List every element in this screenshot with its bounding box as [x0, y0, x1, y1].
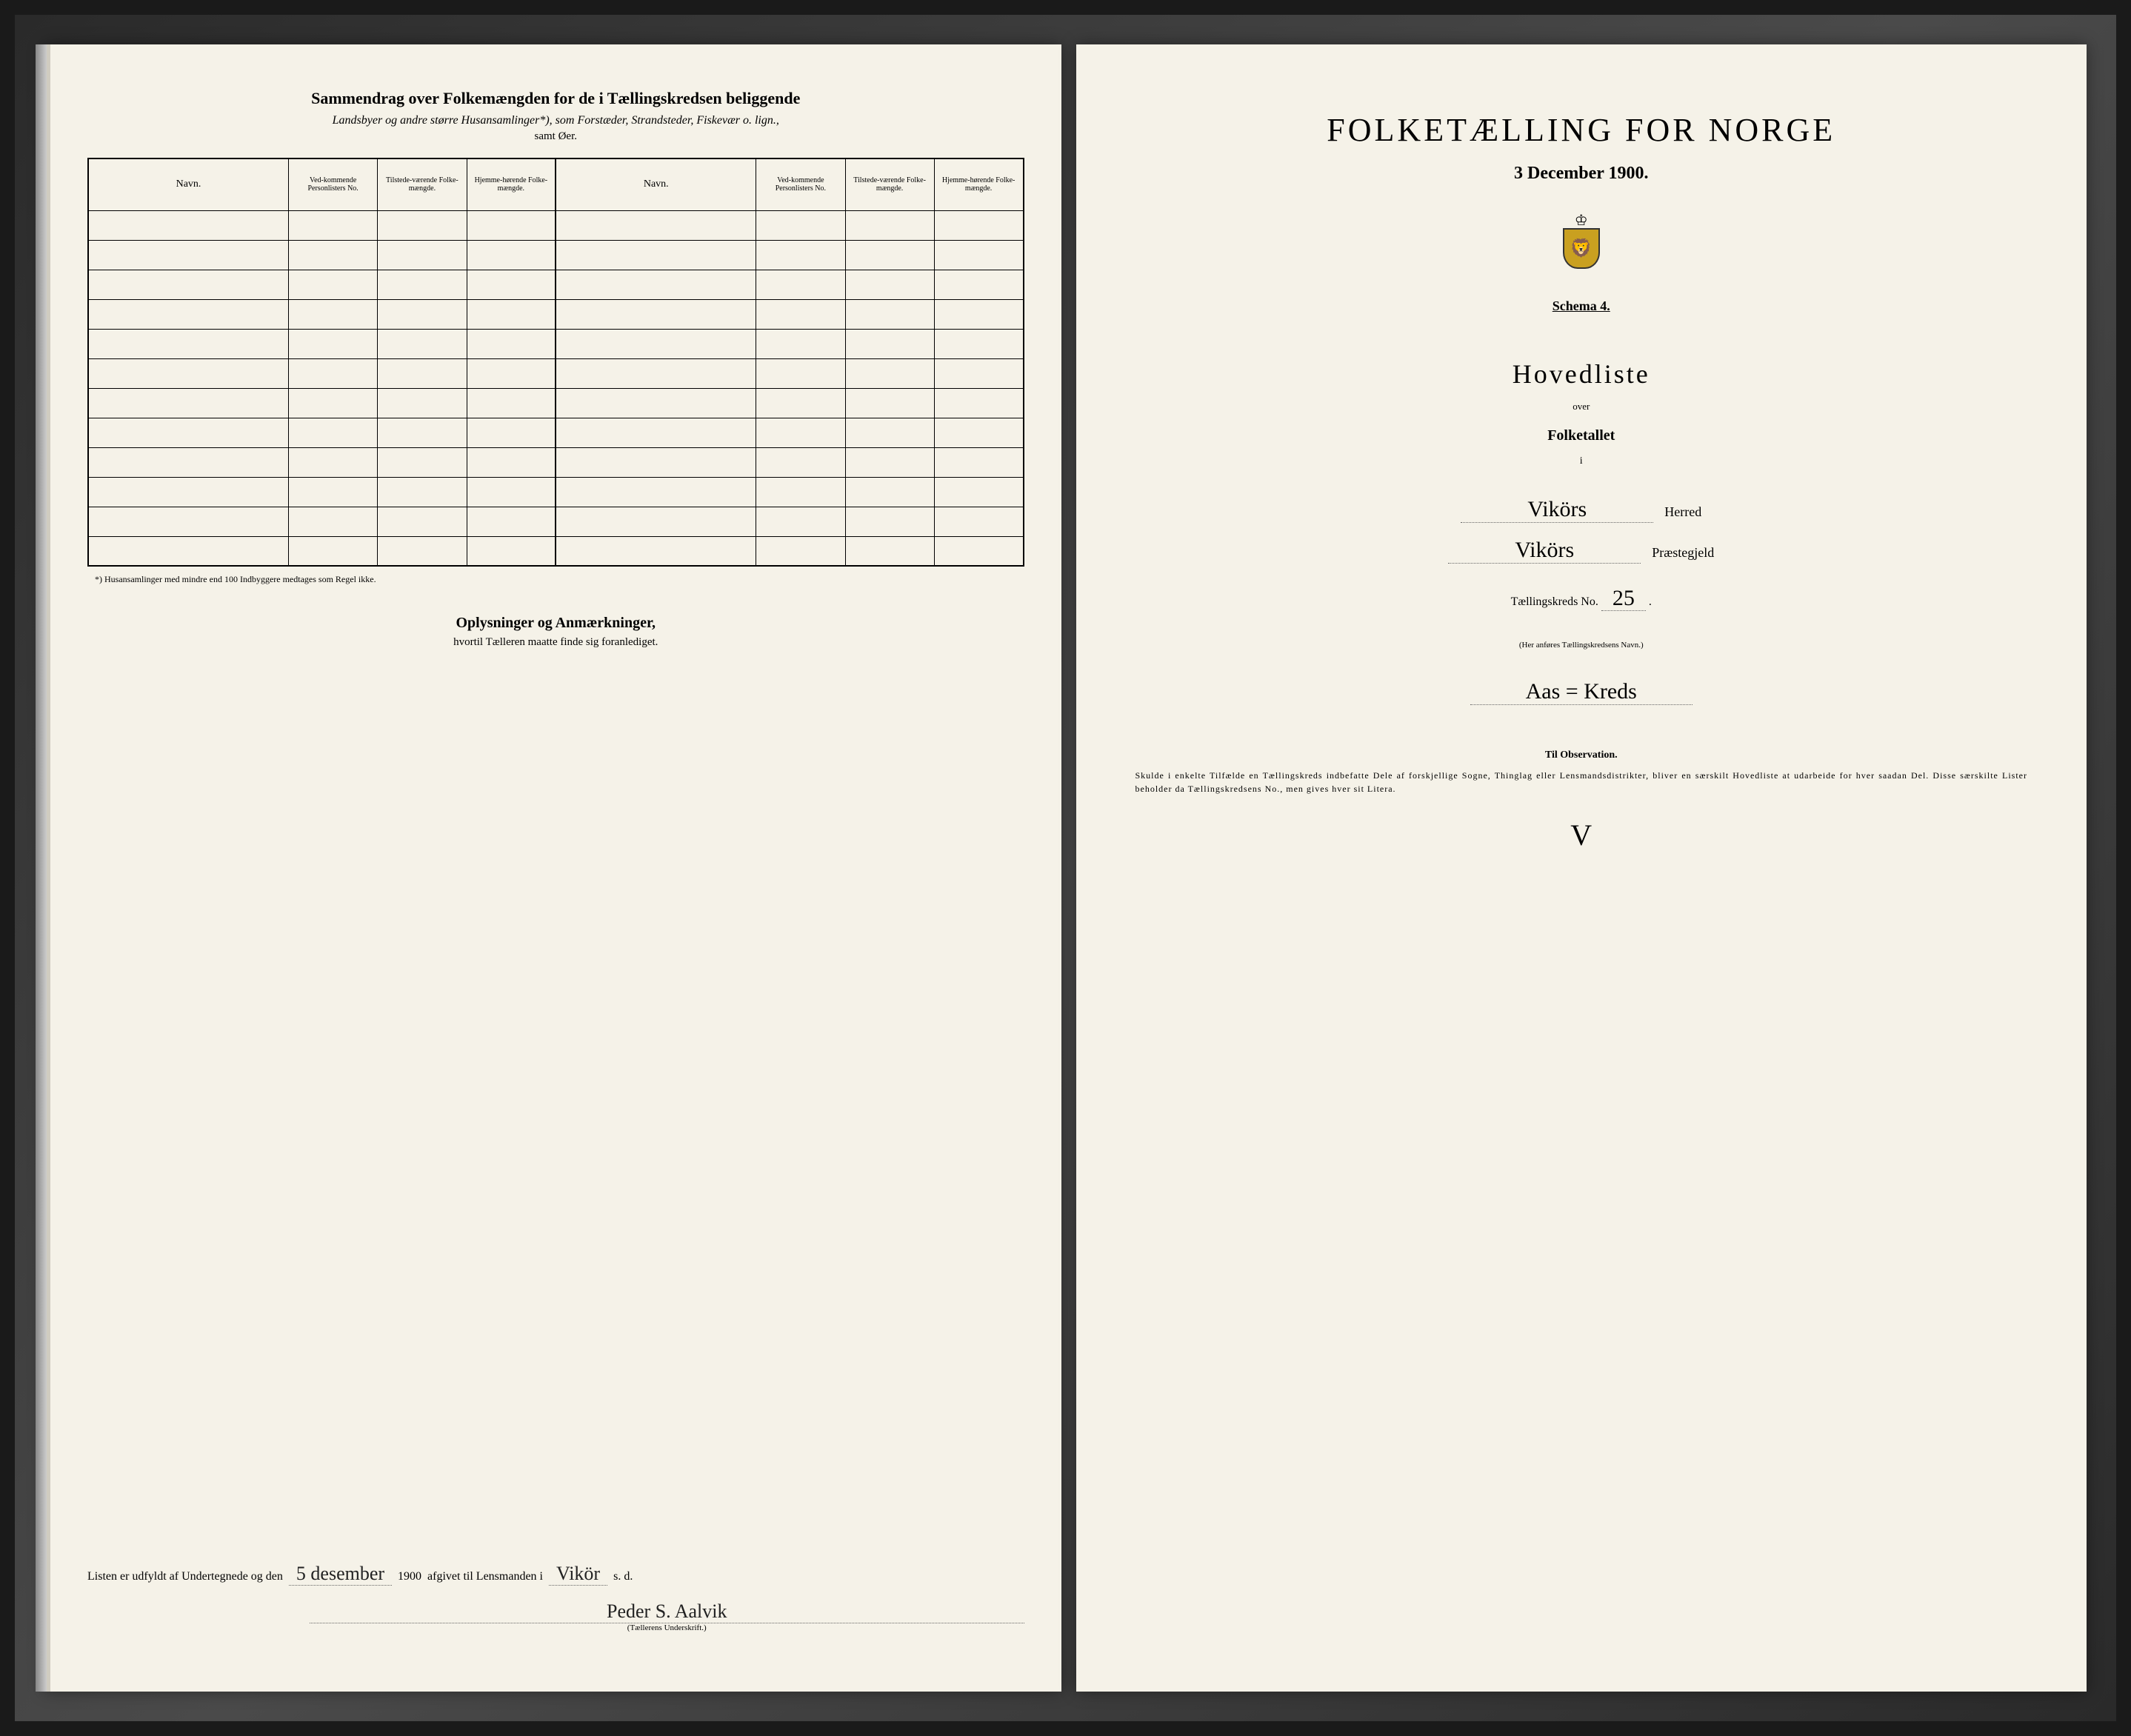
sig-place-extra: s. d. — [613, 1570, 633, 1583]
observation-title: Til Observation. — [1113, 750, 2050, 761]
oplysninger-subtitle: hvortil Tælleren maatte finde sig foranl… — [87, 636, 1024, 649]
sig-mid: afgivet til Lensmanden i — [427, 1570, 543, 1583]
scan-frame: Sammendrag over Folkemængden for de i Tæ… — [15, 15, 2116, 1721]
sig-year: 1900 — [398, 1570, 421, 1583]
signature-block: Listen er udfyldt af Undertegnede og den… — [87, 1563, 1024, 1632]
praestegjeld-label: Præstegjeld — [1652, 545, 1714, 561]
col-tilstede-1: Tilstede-værende Folke-mængde. — [378, 158, 467, 210]
table-row — [88, 388, 1024, 418]
sig-place: Vikör — [549, 1563, 607, 1586]
folketallet-label: Folketallet — [1113, 427, 2050, 444]
herred-label: Herred — [1664, 504, 1701, 520]
table-row — [88, 358, 1024, 388]
ledger-table: Navn. Ved-kommende Personlisters No. Til… — [87, 158, 1024, 567]
tk-value: 25 — [1601, 586, 1646, 611]
schema-label: Schema 4. — [1113, 298, 2050, 314]
col-hjemme-2: Hjemme-hørende Folke-mængde. — [934, 158, 1023, 210]
summary-subtitle-2: samt Øer. — [87, 130, 1024, 143]
sig-prefix: Listen er udfyldt af Undertegnede og den — [87, 1570, 283, 1583]
signature-name: Peder S. Aalvik — [310, 1600, 1024, 1623]
table-row — [88, 477, 1024, 507]
sig-date: 5 desember — [289, 1563, 392, 1586]
census-date: 3 December 1900. — [1113, 164, 2050, 184]
table-row — [88, 447, 1024, 477]
hovedliste-heading: Hovedliste — [1113, 358, 2050, 390]
herred-row: Vikörs Herred — [1113, 497, 2050, 523]
table-row — [88, 536, 1024, 566]
col-vedkommende-2: Ved-kommende Personlisters No. — [756, 158, 845, 210]
left-page: Sammendrag over Folkemængden for de i Tæ… — [44, 44, 1061, 1692]
kreds-name-note: (Her anføres Tællingskredsens Navn.) — [1113, 641, 2050, 650]
table-row — [88, 240, 1024, 270]
observation-text: Skulde i enkelte Tilfælde en Tællingskre… — [1113, 769, 2050, 795]
table-row — [88, 507, 1024, 536]
coat-of-arms-icon: ♔ 🦁 — [1559, 213, 1604, 269]
book-spread: Sammendrag over Folkemængden for de i Tæ… — [44, 44, 2087, 1692]
col-tilstede-2: Tilstede-værende Folke-mængde. — [845, 158, 934, 210]
herred-value: Vikörs — [1461, 497, 1653, 523]
crown-icon: ♔ — [1575, 213, 1588, 228]
table-row — [88, 299, 1024, 329]
col-navn-2: Navn. — [556, 158, 756, 210]
signature-label: (Tællerens Underskrift.) — [310, 1623, 1024, 1632]
shield-icon: 🦁 — [1563, 228, 1600, 269]
kreds-name-value: Aas = Kreds — [1470, 679, 1693, 705]
checkmark: V — [1113, 818, 2050, 852]
tk-label: Tællingskreds No. — [1511, 595, 1598, 608]
oplysninger-title: Oplysninger og Anmærkninger, — [87, 615, 1024, 632]
praestegjeld-row: Vikörs Præstegjeld — [1113, 538, 2050, 564]
tk-period: . — [1649, 595, 1652, 608]
col-navn-1: Navn. — [88, 158, 289, 210]
over-label: over — [1113, 401, 2050, 413]
i-label: i — [1113, 455, 2050, 467]
col-vedkommende-1: Ved-kommende Personlisters No. — [289, 158, 378, 210]
tk-row: Tællingskreds No. 25 . — [1113, 586, 2050, 611]
table-row — [88, 418, 1024, 447]
main-title: FOLKETÆLLING FOR NORGE — [1113, 111, 2050, 149]
footnote: *) Husansamlinger med mindre end 100 Ind… — [95, 574, 1024, 585]
summary-subtitle-1: Landsbyer og andre større Husansamlinger… — [87, 114, 1024, 127]
table-row — [88, 210, 1024, 240]
right-page: FOLKETÆLLING FOR NORGE 3 December 1900. … — [1076, 44, 2087, 1692]
summary-title: Sammendrag over Folkemængden for de i Tæ… — [87, 89, 1024, 108]
table-row — [88, 329, 1024, 358]
table-row — [88, 270, 1024, 299]
praestegjeld-value: Vikörs — [1448, 538, 1641, 564]
col-hjemme-1: Hjemme-hørende Folke-mængde. — [467, 158, 556, 210]
